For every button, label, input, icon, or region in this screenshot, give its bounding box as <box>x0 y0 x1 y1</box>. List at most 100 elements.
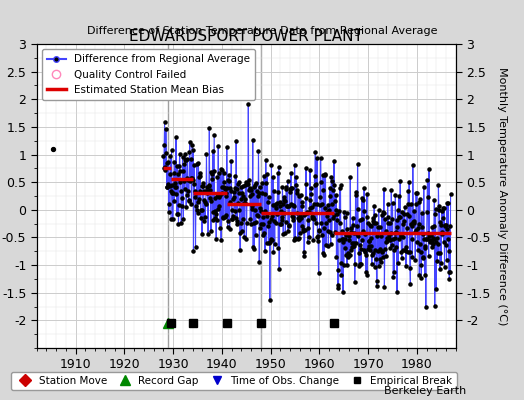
Point <box>226 199 235 206</box>
Point <box>279 194 288 200</box>
Point <box>270 241 279 247</box>
Point <box>180 186 189 192</box>
Point <box>378 209 387 216</box>
Point <box>180 161 188 167</box>
Point <box>340 209 348 216</box>
Point <box>406 265 414 271</box>
Point <box>439 205 447 211</box>
Point <box>285 203 293 209</box>
Point <box>173 211 182 217</box>
Point <box>160 119 169 125</box>
Point <box>395 236 403 242</box>
Point <box>361 248 369 255</box>
Point <box>223 185 232 192</box>
Point <box>328 201 336 208</box>
Point <box>373 278 381 284</box>
Point <box>335 208 344 214</box>
Point <box>168 182 177 188</box>
Point <box>375 207 383 213</box>
Point <box>275 266 283 273</box>
Point <box>319 187 328 194</box>
Title: EDWARDSPORT POWER PLANT: EDWARDSPORT POWER PLANT <box>129 29 363 44</box>
Point <box>359 228 367 234</box>
Point <box>267 236 275 243</box>
Point <box>400 217 409 224</box>
Point <box>200 188 208 194</box>
Point <box>306 167 314 174</box>
Point <box>445 269 453 276</box>
Point <box>199 183 208 189</box>
Point <box>283 202 291 209</box>
Point <box>386 236 394 243</box>
Point <box>414 225 422 231</box>
Point <box>365 243 374 250</box>
Point <box>376 256 384 262</box>
Point <box>440 264 449 270</box>
Point <box>292 187 301 193</box>
Point <box>410 208 418 214</box>
Point <box>297 215 305 222</box>
Point <box>396 214 404 220</box>
Point <box>324 202 332 208</box>
Point <box>227 188 235 194</box>
Point <box>216 166 225 172</box>
Point <box>321 172 329 178</box>
Point <box>381 239 390 246</box>
Point <box>434 182 443 188</box>
Point <box>366 246 374 253</box>
Point <box>219 214 227 221</box>
Point <box>214 206 222 212</box>
Point <box>333 282 342 288</box>
Point <box>227 207 236 214</box>
Point <box>403 249 412 255</box>
Point <box>267 216 275 222</box>
Point <box>164 159 172 166</box>
Point <box>274 170 282 176</box>
Point <box>287 200 296 207</box>
Point <box>277 213 286 220</box>
Point <box>195 173 204 180</box>
Point <box>327 174 335 180</box>
Point <box>178 195 187 201</box>
Point <box>368 251 376 258</box>
Point <box>409 218 418 225</box>
Point <box>424 229 432 236</box>
Point <box>355 250 363 256</box>
Point <box>192 190 201 196</box>
Point <box>353 230 362 237</box>
Point <box>339 288 347 295</box>
Point <box>293 236 302 242</box>
Point <box>245 184 254 191</box>
Point <box>223 144 231 150</box>
Point <box>321 170 330 177</box>
Point <box>399 234 408 240</box>
Point <box>181 157 189 163</box>
Point <box>323 228 332 234</box>
Point <box>333 211 342 217</box>
Point <box>167 147 176 153</box>
Point <box>172 211 181 217</box>
Point <box>232 138 241 144</box>
Point <box>250 245 258 252</box>
Point <box>174 221 183 227</box>
Point <box>209 208 217 215</box>
Point <box>437 260 445 267</box>
Point <box>187 200 195 207</box>
Point <box>258 232 267 238</box>
Point <box>399 221 407 227</box>
Point <box>303 210 311 216</box>
Point <box>300 248 309 255</box>
Point <box>326 184 334 191</box>
Point <box>293 210 302 216</box>
Point <box>185 149 193 155</box>
Point <box>362 214 370 220</box>
Point <box>361 208 369 214</box>
Point <box>201 214 210 220</box>
Point <box>257 190 266 196</box>
Point <box>412 190 420 197</box>
Point <box>357 261 365 267</box>
Point <box>398 209 407 216</box>
Point <box>366 223 375 230</box>
Point <box>419 231 428 238</box>
Point <box>414 198 423 205</box>
